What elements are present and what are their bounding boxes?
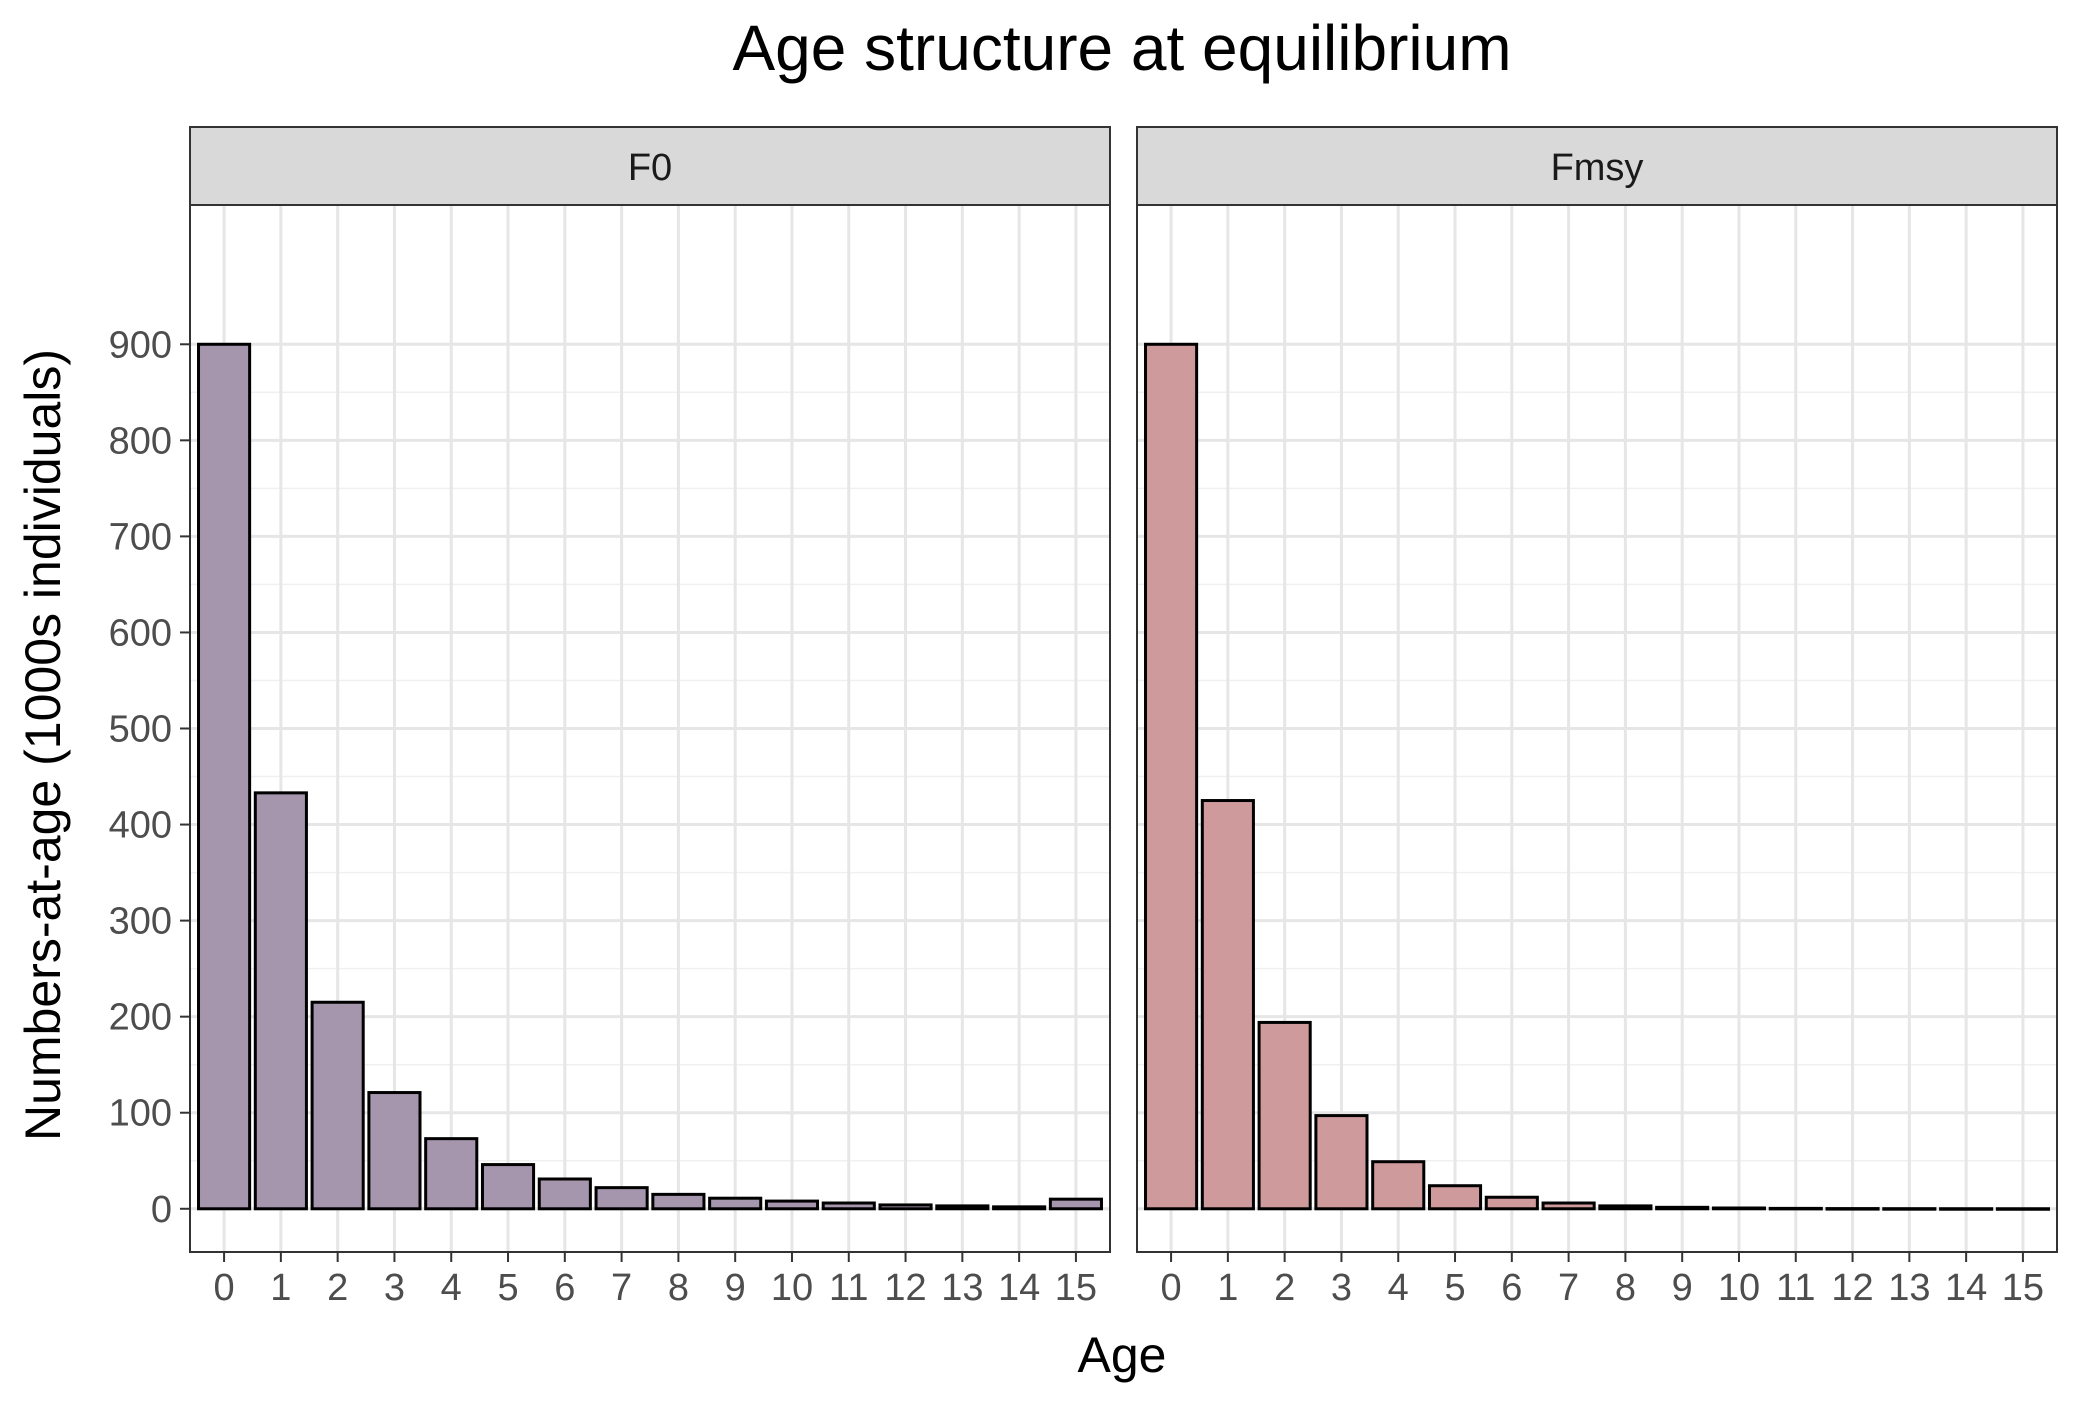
x-tick-label: 4 xyxy=(1388,1267,1409,1309)
bar-f0-age-12 xyxy=(878,1203,933,1211)
bar-f0-age-1 xyxy=(253,791,308,1211)
y-tick-label: 500 xyxy=(109,709,172,751)
x-tick-label: 3 xyxy=(1331,1267,1352,1309)
x-tick-label: 8 xyxy=(668,1267,689,1309)
bar-f0-age-6 xyxy=(537,1177,592,1211)
x-tick-label: 12 xyxy=(884,1267,926,1309)
bar-f0-age-14 xyxy=(992,1205,1047,1211)
y-tick-label: 0 xyxy=(151,1189,172,1231)
bar-fmsy-age-4 xyxy=(1371,1160,1426,1211)
panel-f0: F00 1 2 3 4 5 6 7 8 9 10 11 12 13 14 150100200300400500… xyxy=(109,126,1111,1309)
facet-strip xyxy=(189,126,1111,206)
bar-f0-age-0 xyxy=(197,342,252,1211)
x-axis-label: Age xyxy=(1078,1327,1167,1383)
x-tick-label: 6 xyxy=(1501,1267,1522,1309)
x-tick-label: 15 xyxy=(1055,1267,1097,1309)
bar-f0-age-4 xyxy=(424,1137,479,1211)
x-tick-label: 12 xyxy=(1831,1267,1873,1309)
x-tick-label: 11 xyxy=(829,1267,868,1309)
y-tick-label: 900 xyxy=(109,324,172,366)
facet-strip-label: Fmsy xyxy=(1551,147,1644,189)
x-tick-label: 7 xyxy=(1558,1267,1579,1309)
x-tick-label: 10 xyxy=(1718,1267,1760,1309)
x-tick-label: 8 xyxy=(1615,1267,1636,1309)
bar-f0-age-13 xyxy=(935,1204,990,1211)
bar-fmsy-age-6 xyxy=(1484,1195,1539,1211)
x-tick-label: 15 xyxy=(2002,1267,2044,1309)
bar-f0-age-7 xyxy=(594,1186,649,1211)
y-tick-label: 200 xyxy=(109,997,172,1039)
y-tick-label: 300 xyxy=(109,901,172,943)
y-tick-label: 400 xyxy=(109,805,172,847)
chart-title: Age structure at equilibrium xyxy=(732,12,1511,84)
x-tick-label: 1 xyxy=(1217,1267,1238,1309)
bar-fmsy-age-9 xyxy=(1655,1205,1710,1211)
facet-strip xyxy=(1136,126,2058,206)
bar-f0-age-8 xyxy=(651,1192,706,1211)
bar-fmsy-age-15 xyxy=(1995,1207,2050,1211)
x-tick-label: 9 xyxy=(725,1267,746,1309)
bar-fmsy-age-3 xyxy=(1314,1114,1369,1211)
x-tick-label: 14 xyxy=(1945,1267,1987,1309)
x-tick-label: 0 xyxy=(214,1267,235,1309)
x-tick-label: 5 xyxy=(497,1267,518,1309)
bar-f0-age-10 xyxy=(764,1199,820,1211)
x-tick-label: 9 xyxy=(1672,1267,1693,1309)
bar-fmsy-age-11 xyxy=(1768,1206,1823,1211)
x-tick-label: 1 xyxy=(270,1267,291,1309)
bar-fmsy-age-12 xyxy=(1825,1207,1880,1211)
x-tick-label: 3 xyxy=(384,1267,405,1309)
bar-fmsy-age-7 xyxy=(1541,1201,1596,1211)
y-tick-label: 100 xyxy=(109,1093,172,1135)
facet-strip-label: F0 xyxy=(628,147,672,189)
panel-border xyxy=(1136,204,2058,1253)
x-tick-label: 11 xyxy=(1776,1267,1815,1309)
panels-layer: F00 1 2 3 4 5 6 7 8 9 10 11 12 13 14 150100200300400500… xyxy=(109,126,2058,1309)
bar-fmsy-age-1 xyxy=(1200,799,1255,1211)
bar-fmsy-age-5 xyxy=(1427,1184,1483,1211)
x-tick-label: 2 xyxy=(1274,1267,1295,1309)
x-tick-label: 0 xyxy=(1161,1267,1182,1309)
bar-fmsy-age-13 xyxy=(1882,1207,1937,1211)
x-tick-label: 4 xyxy=(441,1267,462,1309)
y-tick-label: 600 xyxy=(109,612,172,654)
bar-f0-age-15 xyxy=(1048,1197,1103,1211)
x-tick-label: 6 xyxy=(554,1267,575,1309)
bar-fmsy-age-8 xyxy=(1598,1204,1653,1211)
x-tick-label: 7 xyxy=(611,1267,632,1309)
bar-f0-age-2 xyxy=(310,1000,365,1211)
bar-fmsy-age-2 xyxy=(1257,1020,1312,1211)
bar-fmsy-age-0 xyxy=(1144,342,1199,1211)
x-tick-label: 5 xyxy=(1444,1267,1465,1309)
bar-f0-age-3 xyxy=(367,1091,422,1211)
x-tick-label: 2 xyxy=(327,1267,348,1309)
x-tick-label: 14 xyxy=(998,1267,1040,1309)
bar-fmsy-age-14 xyxy=(1939,1207,1994,1211)
bar-f0-age-9 xyxy=(708,1196,763,1211)
bar-f0-age-11 xyxy=(821,1201,876,1211)
bar-f0-age-5 xyxy=(480,1163,536,1211)
y-axis-label: Numbers-at-age (1000s individuals) xyxy=(15,349,71,1141)
y-tick-label: 700 xyxy=(109,516,172,558)
x-tick-label: 10 xyxy=(771,1267,813,1309)
bar-fmsy-age-10 xyxy=(1711,1206,1767,1211)
y-tick-label: 800 xyxy=(109,420,172,462)
x-tick-label: 13 xyxy=(1888,1267,1930,1309)
x-tick-label: 13 xyxy=(941,1267,983,1309)
